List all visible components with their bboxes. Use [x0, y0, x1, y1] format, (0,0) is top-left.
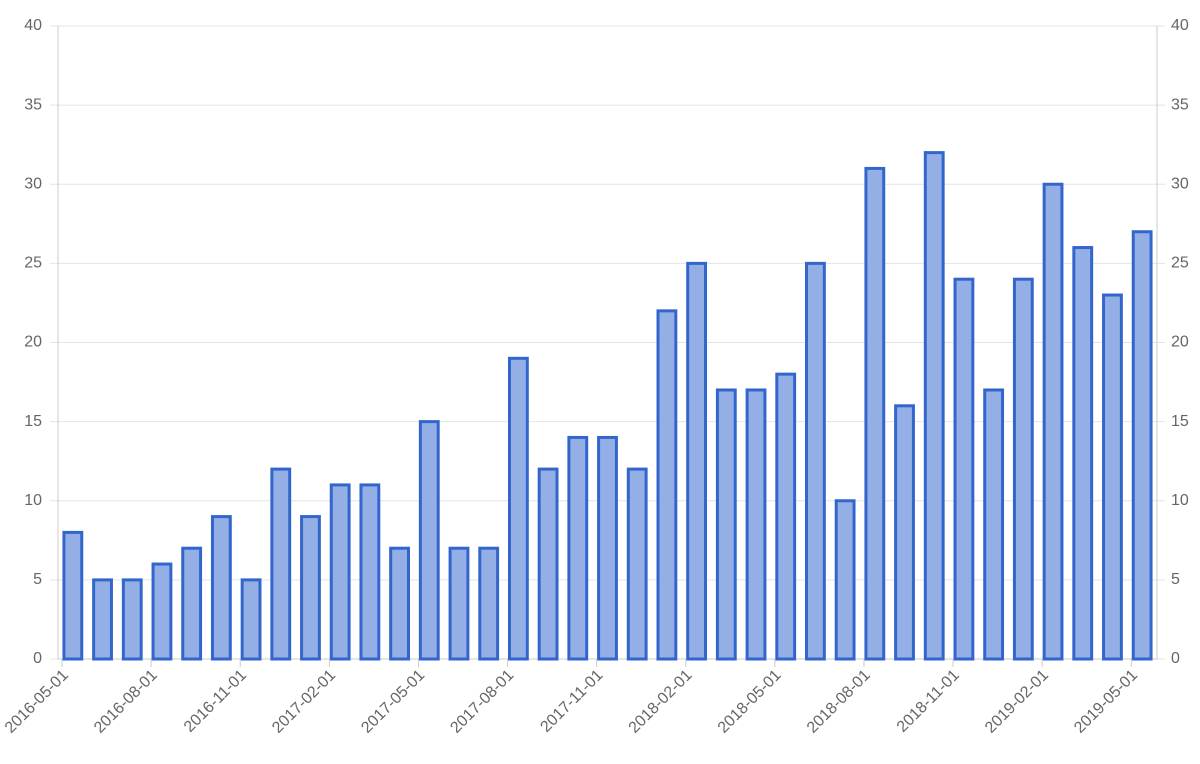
bar — [121, 578, 143, 661]
bar — [745, 388, 767, 661]
bar — [1131, 230, 1153, 661]
bar — [181, 546, 203, 661]
y2-tick-label: 0 — [1171, 650, 1180, 667]
y-tick-label: 35 — [24, 96, 42, 113]
y-tick-label: 5 — [33, 571, 42, 588]
bar — [62, 530, 84, 661]
y-tick-label: 30 — [24, 175, 42, 192]
y-tick-label: 20 — [24, 334, 42, 351]
x-tick-label: 2018-02-01 — [626, 667, 696, 737]
y-tick-label: 40 — [24, 17, 42, 34]
bar — [834, 499, 856, 661]
y2-tick-label: 15 — [1171, 413, 1189, 430]
x-tick-label: 2019-02-01 — [982, 667, 1052, 737]
bar — [210, 515, 232, 661]
y2-tick-label: 35 — [1171, 96, 1189, 113]
bar — [507, 356, 529, 661]
bar — [537, 467, 559, 661]
bar — [151, 562, 173, 661]
bar — [270, 467, 292, 661]
bar — [923, 151, 945, 661]
bar — [626, 467, 648, 661]
y2-tick-label: 40 — [1171, 17, 1189, 34]
bar — [567, 435, 589, 661]
y-tick-label: 25 — [24, 255, 42, 272]
bar — [953, 277, 975, 661]
bar — [240, 578, 262, 661]
bar — [805, 261, 826, 661]
x-tick-label: 2017-08-01 — [447, 667, 517, 737]
bar — [478, 546, 500, 661]
bar — [359, 483, 381, 661]
bar — [715, 388, 737, 661]
bar — [597, 435, 618, 661]
x-tick-label: 2016-11-01 — [181, 667, 250, 736]
x-tick-label: 2018-11-01 — [894, 667, 963, 736]
y-tick-label: 0 — [33, 650, 42, 667]
bar — [329, 483, 351, 661]
x-tick-label: 2018-05-01 — [715, 667, 785, 737]
bar — [983, 388, 1005, 661]
y2-tick-label: 20 — [1171, 334, 1189, 351]
bar — [894, 404, 915, 661]
bar — [418, 420, 440, 661]
x-tick-label: 2019-05-01 — [1071, 667, 1141, 737]
bar — [389, 546, 410, 661]
bar — [686, 261, 708, 661]
bar — [300, 515, 321, 661]
bar — [1042, 182, 1064, 661]
y2-tick-label: 10 — [1171, 492, 1189, 509]
bar — [1012, 277, 1034, 661]
bar — [775, 372, 797, 661]
y2-tick-label: 25 — [1171, 255, 1189, 272]
x-tick-label: 2018-08-01 — [804, 667, 874, 737]
x-tick-label: 2017-05-01 — [358, 667, 428, 737]
y2-tick-label: 30 — [1171, 175, 1189, 192]
y-tick-label: 15 — [24, 413, 42, 430]
x-tick-label: 2016-08-01 — [91, 667, 161, 737]
bar — [864, 166, 886, 661]
bar — [1072, 246, 1094, 661]
bar — [92, 578, 113, 661]
bar — [656, 309, 678, 661]
x-tick-label: 2016-05-01 — [2, 667, 72, 737]
x-tick-label: 2017-11-01 — [537, 667, 606, 736]
bar — [1102, 293, 1123, 661]
y-tick-label: 10 — [24, 492, 42, 509]
bar — [448, 546, 470, 661]
y2-tick-label: 5 — [1171, 571, 1180, 588]
x-tick-label: 2017-02-01 — [269, 667, 339, 737]
